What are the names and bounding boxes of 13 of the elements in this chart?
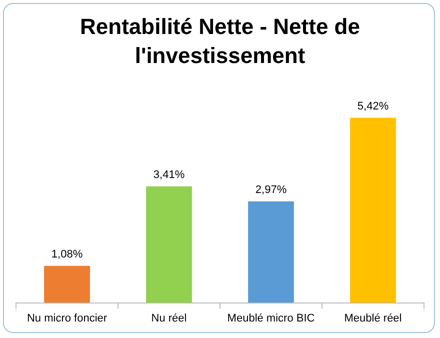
x-tick-label: Meublé micro BIC [227,312,315,324]
x-tick-label: Nu micro foncier [26,312,108,324]
bar [44,266,90,303]
data-label: 1,08% [51,248,83,260]
data-label: 3,41% [153,168,185,181]
x-tick-label: Meublé réel [344,312,402,324]
chart-title: Rentabilité Nette - Nette de l'investissement [79,13,361,70]
bar [350,118,396,303]
data-label: 5,42% [357,100,389,112]
data-label: 2,97% [255,184,287,196]
x-tick-label: Nu réel [151,312,187,324]
bar [248,201,294,303]
bar [146,186,192,303]
